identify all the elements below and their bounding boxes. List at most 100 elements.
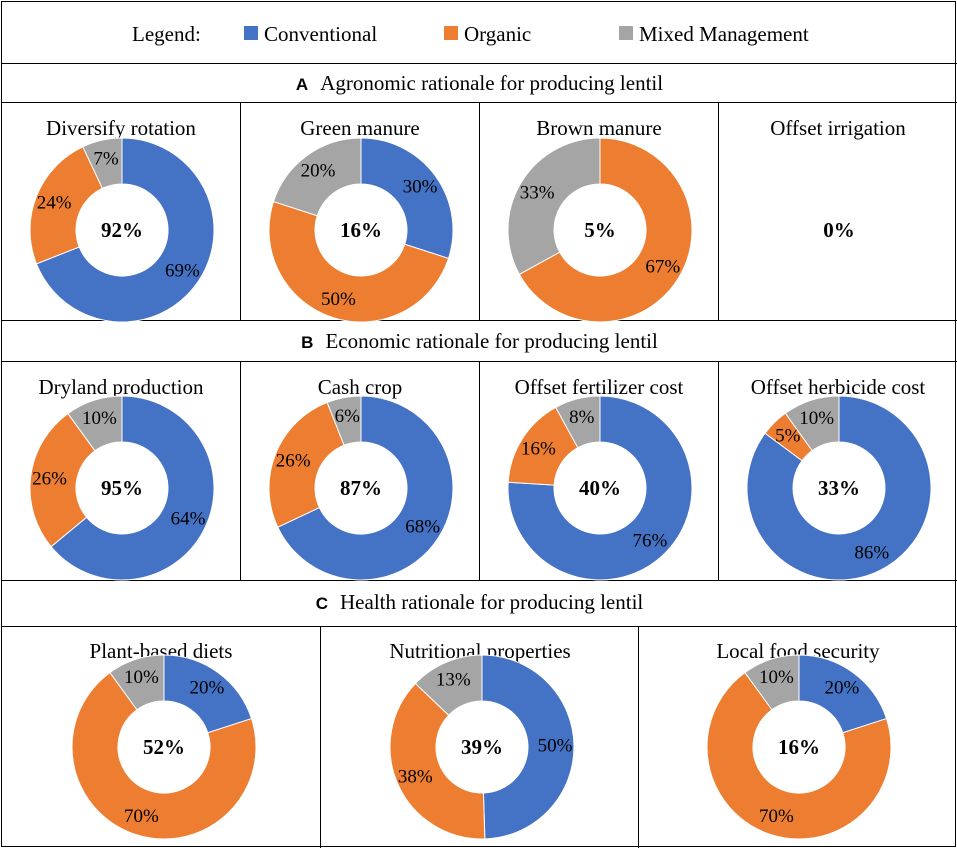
donut-slice-mixed-management [326, 395, 362, 446]
donut-slice-organic [71, 671, 257, 840]
divider [479, 102, 480, 320]
slice-data-label: 10% [759, 667, 794, 688]
donut-slice-conventional [50, 395, 215, 581]
donut-slice-organic [29, 412, 96, 548]
slice-data-label: 68% [405, 517, 440, 538]
donut-slice-mixed-management [414, 654, 483, 716]
section-letter: A [295, 75, 309, 94]
chart-title: Offset herbicide cost [750, 375, 926, 399]
donut-slice-mixed-management [109, 654, 165, 711]
donut-chart: 30% 50% 20% 16% [268, 137, 454, 323]
donut-slice-organic [706, 671, 892, 840]
slice-data-label: 7% [93, 148, 119, 169]
legend-swatch-conventional [244, 26, 258, 40]
slice-data-label: 24% [37, 193, 72, 214]
slice-data-label: 70% [124, 806, 159, 827]
donut-chart: 68% 26% 6% 87% [268, 395, 454, 581]
section-title: Agronomic rationale for producing lentil [320, 71, 664, 95]
slice-data-label: 38% [398, 766, 433, 787]
divider [2, 626, 957, 627]
section-header-c: C Health rationale for producing lentil [2, 582, 957, 622]
slice-data-label: 8% [569, 407, 595, 428]
donut-slice-mixed-management [784, 395, 840, 452]
slice-data-label: 33% [520, 182, 555, 203]
chart-title: Cash crop [317, 375, 403, 399]
donut-slice-organic [29, 146, 104, 265]
divider [638, 626, 639, 848]
donut-slice-conventional [746, 395, 932, 581]
donut-chart: 20% 70% 10% 52% [71, 654, 257, 840]
donut-center-label: 95% [101, 476, 143, 500]
section-header-b: B Economic rationale for producing lentil [2, 321, 957, 361]
donut-center-label: 0% [823, 218, 855, 242]
donut-slice-mixed-management [67, 395, 123, 452]
section-letter: B [301, 333, 314, 352]
chart-title: Brown manure [536, 116, 662, 140]
donut-slice-organic [518, 137, 693, 323]
donut-slice-conventional [35, 137, 215, 323]
legend-title: Legend: [132, 22, 201, 46]
legend-label-organic: Organic [464, 22, 532, 46]
donut-slice-mixed-management [507, 137, 601, 276]
divider [2, 63, 957, 64]
divider [240, 361, 241, 580]
slice-data-label: 50% [538, 735, 573, 756]
slice-data-label: 10% [82, 408, 117, 429]
donut-chart: 76% 16% 8% 40% [507, 395, 693, 581]
donut-slice-conventional [277, 395, 454, 581]
donut-slice-organic [268, 200, 450, 323]
donut-chart: 64% 26% 10% 95% [29, 395, 215, 581]
slice-data-label: 13% [436, 669, 471, 690]
legend-swatch-mixed [619, 26, 633, 40]
donut-center-label: 52% [143, 735, 185, 759]
slice-data-label: 86% [854, 543, 889, 564]
divider [718, 361, 719, 580]
legend-label-mixed: Mixed Management [639, 22, 809, 46]
donut-chart: 86% 5%10% 33% [746, 395, 932, 581]
slice-data-label: 10% [799, 408, 834, 429]
donut-chart: 67% 33% 5% [507, 137, 693, 323]
donut-chart: 69% 24% 7% 92% [29, 137, 215, 323]
slice-data-label: 69% [165, 261, 200, 282]
divider [718, 102, 719, 320]
slice-data-label: 16% [521, 438, 556, 459]
donut-center-label: 33% [818, 476, 860, 500]
donut-slice-conventional [507, 395, 693, 581]
donut-slice-organic [389, 682, 486, 840]
donut-slice-conventional [481, 654, 575, 840]
slice-data-label: 30% [403, 177, 438, 198]
section-title: Health rationale for producing lentil [340, 590, 644, 614]
slice-data-label: 26% [32, 468, 67, 489]
section-letter: C [315, 594, 329, 613]
slice-data-label: 50% [321, 289, 356, 310]
donut-center-label: 16% [340, 218, 382, 242]
slice-data-label: 76% [633, 531, 668, 552]
donut-chart: 20% 70% 10% 16% [706, 654, 892, 840]
donut-slice-conventional [360, 137, 454, 260]
chart-title: Offset irrigation [770, 116, 906, 140]
donut-chart: 0% [823, 218, 855, 242]
divider [479, 361, 480, 580]
slice-data-label: 20% [824, 677, 859, 698]
slice-data-label: 26% [276, 451, 311, 472]
donut-chart: 50% 38% 13% 39% [389, 654, 575, 840]
slice-data-label: 6% [335, 406, 361, 427]
chart-title: Diversify rotation [46, 116, 196, 140]
legend-item-conventional: Conventional [244, 22, 377, 47]
chart-title: Dryland production [38, 375, 204, 399]
slice-data-label: 5% [775, 425, 801, 446]
slice-data-label: 20% [301, 160, 336, 181]
donut-slice-organic [268, 401, 345, 528]
donut-center-label: 87% [340, 476, 382, 500]
donut-slice-mixed-management [82, 137, 123, 190]
divider [240, 102, 241, 320]
donut-center-label: 40% [579, 476, 621, 500]
donut-center-label: 92% [101, 218, 143, 242]
donut-center-label: 16% [778, 735, 820, 759]
donut-center-label: 39% [461, 735, 503, 759]
chart-title: Offset fertilizer cost [514, 375, 684, 399]
legend-item-organic: Organic [444, 22, 531, 47]
slice-data-label: 20% [189, 677, 224, 698]
divider [2, 580, 957, 581]
